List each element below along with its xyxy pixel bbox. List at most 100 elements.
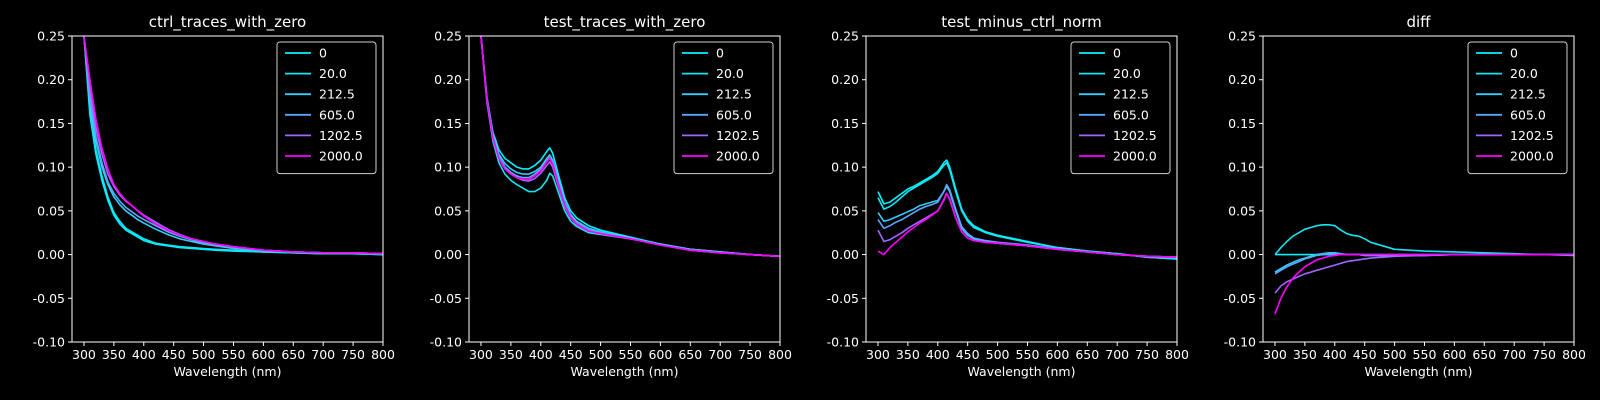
x-tick-label: 800 [1562, 347, 1586, 362]
x-tick-label: 300 [1263, 347, 1287, 362]
x-tick-label: 550 [1413, 347, 1437, 362]
legend-frame [1070, 41, 1171, 175]
legend-entry: 20.0 [1510, 66, 1538, 81]
x-tick-label: 450 [559, 347, 583, 362]
series-line-0 [877, 159, 1177, 260]
series-line-20.0 [1274, 224, 1574, 257]
x-axis-label: Wavelength (nm) [571, 364, 679, 379]
legend: 0 20.0 212.5 605.0 1202.5 2000.0 [276, 41, 377, 175]
y-tick-label: 0.15 [37, 116, 65, 131]
x-tick-label: 650 [1075, 347, 1099, 362]
legend-entry: 1202.5 [1113, 128, 1157, 143]
x-tick-label: 400 [926, 347, 950, 362]
series-line-1202.5 [877, 192, 1177, 258]
x-tick-label: 600 [648, 347, 672, 362]
y-tick-label: 0.00 [1228, 247, 1256, 262]
y-tick-label: 0.15 [434, 116, 462, 131]
legend-entry: 0 [716, 46, 724, 61]
x-tick-label: 700 [311, 347, 335, 362]
legend-entry: 0 [1510, 46, 1518, 61]
y-tick-label: 0.20 [1228, 72, 1256, 87]
x-tick-label: 650 [678, 347, 702, 362]
x-tick-label: 650 [281, 347, 305, 362]
x-tick-label: 400 [132, 347, 156, 362]
y-tick-label: 0.05 [831, 203, 859, 218]
axis-frame [865, 35, 1178, 343]
x-tick-label: 800 [371, 347, 395, 362]
series-line-20.0 [877, 162, 1177, 260]
y-tick-label: -0.10 [430, 335, 462, 350]
series-lines [877, 159, 1177, 260]
y-tick-label: -0.05 [33, 291, 65, 306]
legend-entry: 605.0 [716, 107, 752, 122]
legend-entry: 2000.0 [1510, 149, 1554, 164]
chart-title: diff [1406, 13, 1431, 31]
x-axis-label: Wavelength (nm) [968, 364, 1076, 379]
x-tick-label: 700 [708, 347, 732, 362]
y-tick-label: 0.05 [37, 203, 65, 218]
legend-entry: 20.0 [319, 66, 347, 81]
legend-entry: 212.5 [1113, 87, 1149, 102]
legend: 0 20.0 212.5 605.0 1202.5 2000.0 [673, 41, 774, 175]
x-tick-label: 400 [1323, 347, 1347, 362]
chart-title: ctrl_traces_with_zero [149, 13, 306, 32]
legend-entry: 212.5 [319, 87, 355, 102]
chart-panel-2: test_minus_ctrl_norm Wavelength (nm) 300 35… [827, 13, 1189, 379]
y-tick-label: 0.00 [434, 247, 462, 262]
y-tick-label: 0.10 [434, 160, 462, 175]
series-lines [1274, 224, 1574, 315]
y-tick-label: 0.25 [1228, 29, 1256, 44]
chart-panel-3: diff Wavelength (nm) 300 350 400 450 500 550 600… [1224, 13, 1586, 379]
x-tick-label: 450 [956, 347, 980, 362]
y-tick-label: 0.00 [37, 247, 65, 262]
x-tick-label: 650 [1472, 347, 1496, 362]
x-tick-label: 350 [896, 347, 920, 362]
x-tick-label: 700 [1502, 347, 1526, 362]
y-tick-label: 0.20 [37, 72, 65, 87]
y-tick-label: -0.10 [1224, 335, 1256, 350]
legend-entry: 1202.5 [1510, 128, 1554, 143]
series-line-1202.5 [1274, 253, 1574, 294]
x-tick-label: 350 [499, 347, 523, 362]
axis-frame [1262, 35, 1575, 343]
x-tick-label: 600 [1442, 347, 1466, 362]
x-tick-label: 450 [1353, 347, 1377, 362]
x-tick-label: 500 [986, 347, 1010, 362]
x-tick-label: 800 [1165, 347, 1189, 362]
series-lines [480, 36, 780, 258]
x-tick-label: 800 [768, 347, 792, 362]
legend-entry: 212.5 [1510, 87, 1546, 102]
legend: 0 20.0 212.5 605.0 1202.5 2000.0 [1070, 41, 1171, 175]
x-tick-label: 550 [619, 347, 643, 362]
x-tick-label: 450 [162, 347, 186, 362]
legend-entry: 1202.5 [716, 128, 760, 143]
x-tick-label: 500 [1383, 347, 1407, 362]
legend-entry: 605.0 [1113, 107, 1149, 122]
series-line-605.0 [1274, 252, 1574, 275]
legend-entry: 20.0 [1113, 66, 1141, 81]
series-line-2000.0 [1274, 253, 1574, 315]
series-line-212.5 [480, 36, 780, 258]
y-tick-label: -0.10 [827, 335, 859, 350]
x-tick-label: 700 [1105, 347, 1129, 362]
y-tick-label: 0.05 [1228, 203, 1256, 218]
legend-frame [276, 41, 377, 175]
y-tick-label: 0.10 [831, 160, 859, 175]
x-tick-label: 750 [1532, 347, 1556, 362]
legend-entry: 605.0 [319, 107, 355, 122]
series-line-2000.0 [480, 36, 780, 258]
legend-frame [673, 41, 774, 175]
legend-entry: 605.0 [1510, 107, 1546, 122]
x-tick-label: 300 [469, 347, 493, 362]
chart-panel-1: test_traces_with_zero Wavelength (nm) 300 3… [430, 13, 792, 379]
chart-panel-0: ctrl_traces_with_zero Wavelength (nm) 300 3… [33, 13, 395, 379]
legend: 0 20.0 212.5 605.0 1202.5 2000.0 [1467, 41, 1568, 175]
x-tick-label: 350 [102, 347, 126, 362]
y-tick-label: -0.05 [430, 291, 462, 306]
x-axis-label: Wavelength (nm) [1365, 364, 1473, 379]
legend-entry: 212.5 [716, 87, 752, 102]
x-tick-label: 750 [738, 347, 762, 362]
y-tick-label: -0.10 [33, 335, 65, 350]
axis-frame [71, 35, 384, 343]
legend-entry: 0 [319, 46, 327, 61]
